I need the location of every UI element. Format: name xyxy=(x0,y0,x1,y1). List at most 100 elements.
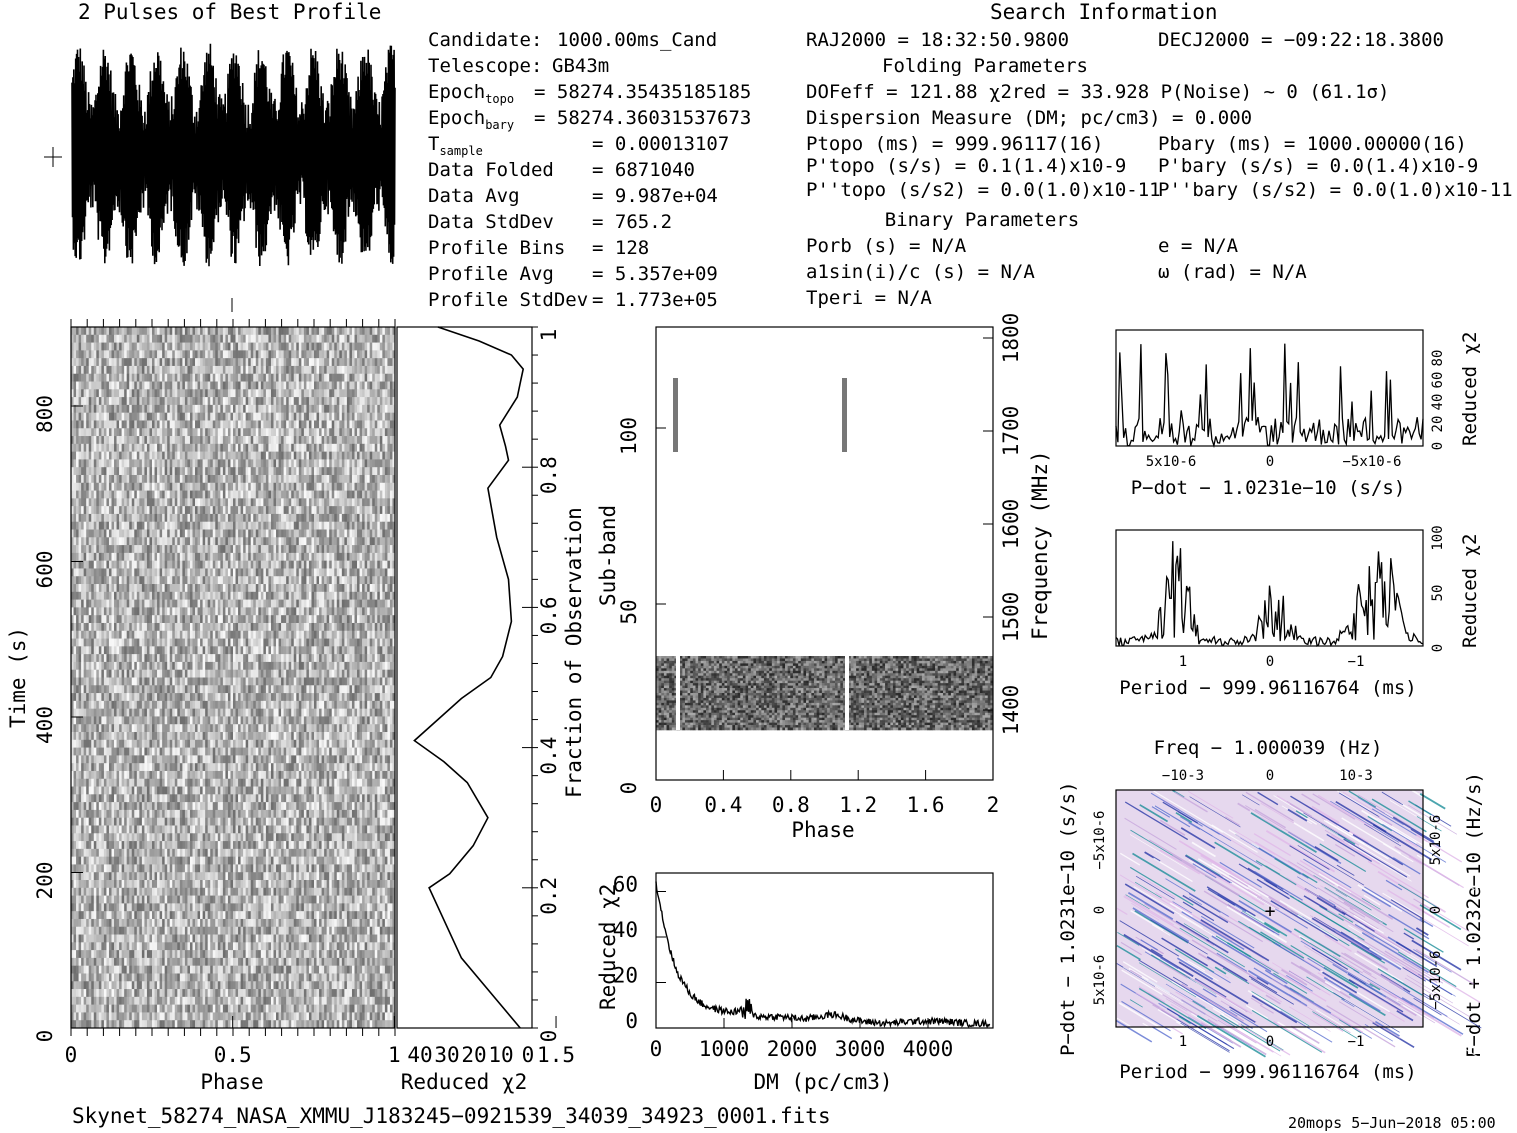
heatmap-cell xyxy=(387,342,391,351)
heatmap-cell xyxy=(283,459,287,468)
heatmap-cell xyxy=(136,584,140,593)
heatmap-cell xyxy=(179,451,183,460)
heatmap-cell xyxy=(139,365,143,375)
heatmap-cell xyxy=(189,327,193,336)
heatmap-cell xyxy=(283,373,287,382)
heatmap-cell xyxy=(283,552,287,561)
heatmap-cell xyxy=(283,436,287,445)
heatmap-cell xyxy=(308,591,312,600)
heatmap-cell xyxy=(351,615,355,624)
heatmap-cell xyxy=(159,622,163,632)
heatmap-cell xyxy=(379,397,383,406)
heatmap-cell xyxy=(197,482,201,491)
heatmap-cell xyxy=(139,607,143,616)
heatmap-cell xyxy=(268,381,272,390)
heatmap-cell xyxy=(253,436,257,445)
heatmap-cell xyxy=(126,373,130,382)
heatmap-cell xyxy=(336,467,340,476)
heatmap-cell xyxy=(119,397,122,406)
heatmap-cell xyxy=(172,451,176,460)
info-value: = 6871040 xyxy=(592,159,695,181)
heatmap-cell xyxy=(364,381,368,390)
heatmap-cell xyxy=(359,584,363,593)
heatmap-cell xyxy=(235,599,239,608)
heatmap-cell xyxy=(372,521,376,530)
heatmap-cell xyxy=(351,576,355,585)
heatmap-cell xyxy=(164,498,168,507)
heatmap-cell xyxy=(86,436,90,445)
heatmap-cell xyxy=(364,373,368,382)
heatmap-cell xyxy=(210,412,214,421)
heatmap-cell xyxy=(108,436,112,445)
heatmap-cell xyxy=(76,568,79,577)
heatmap-cell xyxy=(174,537,178,546)
heatmap-cell xyxy=(184,513,188,523)
heatmap-cell xyxy=(121,404,125,413)
heatmap-cell xyxy=(243,467,246,476)
heatmap-cell xyxy=(182,428,186,437)
heatmap-cell xyxy=(71,420,74,429)
heatmap-cell xyxy=(278,467,282,476)
heatmap-cell xyxy=(73,607,77,616)
heatmap-cell xyxy=(103,560,107,569)
heatmap-cell xyxy=(91,365,95,375)
heatmap-cell xyxy=(344,474,348,484)
heatmap-cell xyxy=(200,576,203,585)
heatmap-cell xyxy=(341,615,345,624)
heatmap-cell xyxy=(83,482,87,491)
heatmap-cell xyxy=(96,506,100,515)
heatmap-cell xyxy=(367,615,370,624)
heatmap-cell xyxy=(205,482,208,491)
heatmap-cell xyxy=(146,521,150,530)
heatmap-cell xyxy=(195,443,198,452)
heatmap-cell xyxy=(245,436,249,445)
heatmap-cell xyxy=(192,568,196,577)
heatmap-cell xyxy=(324,443,327,452)
heatmap-cell xyxy=(86,467,90,476)
heatmap-cell xyxy=(344,459,348,468)
heatmap-cell xyxy=(93,622,97,632)
heatmap-cell xyxy=(316,389,320,398)
heatmap-cell xyxy=(220,443,224,452)
heatmap-cell xyxy=(341,334,345,343)
heatmap-cell xyxy=(367,412,370,421)
heatmap-cell xyxy=(192,506,196,515)
heatmap-cell xyxy=(238,506,241,515)
heatmap-cell xyxy=(339,342,343,351)
heatmap-cell xyxy=(306,584,310,593)
heatmap-cell xyxy=(265,373,269,382)
heatmap-cell xyxy=(96,451,100,460)
heatmap-cell xyxy=(184,474,188,484)
heatmap-cell xyxy=(392,552,396,561)
heatmap-cell xyxy=(273,428,277,437)
heatmap-cell xyxy=(321,513,325,523)
heatmap-cell xyxy=(235,443,239,452)
heatmap-cell xyxy=(367,591,370,600)
heatmap-cell xyxy=(134,428,138,437)
heatmap-cell xyxy=(263,412,267,421)
heatmap-cell xyxy=(314,459,317,468)
heatmap-cell xyxy=(296,373,300,382)
heatmap-cell xyxy=(174,373,178,382)
heatmap-cell xyxy=(195,436,198,445)
heatmap-cell xyxy=(339,428,343,437)
heatmap-cell xyxy=(344,537,348,546)
heatmap-cell xyxy=(152,389,155,398)
heatmap-cell xyxy=(164,350,168,359)
heatmap-cell xyxy=(146,490,150,499)
heatmap-cell xyxy=(154,498,158,507)
heatmap-cell xyxy=(339,552,343,561)
heatmap-cell xyxy=(369,506,373,515)
heatmap-cell xyxy=(129,513,133,523)
heatmap-cell xyxy=(192,545,196,554)
heatmap-cell xyxy=(71,474,74,484)
heatmap-cell xyxy=(278,560,282,569)
heatmap-cell xyxy=(179,334,183,343)
heatmap-cell xyxy=(281,545,284,554)
heatmap-cell xyxy=(364,342,368,351)
heatmap-cell xyxy=(108,467,112,476)
heatmap-cell xyxy=(144,467,148,476)
heatmap-cell xyxy=(149,560,153,569)
heatmap-cell xyxy=(311,397,315,406)
heatmap-cell xyxy=(126,506,130,515)
